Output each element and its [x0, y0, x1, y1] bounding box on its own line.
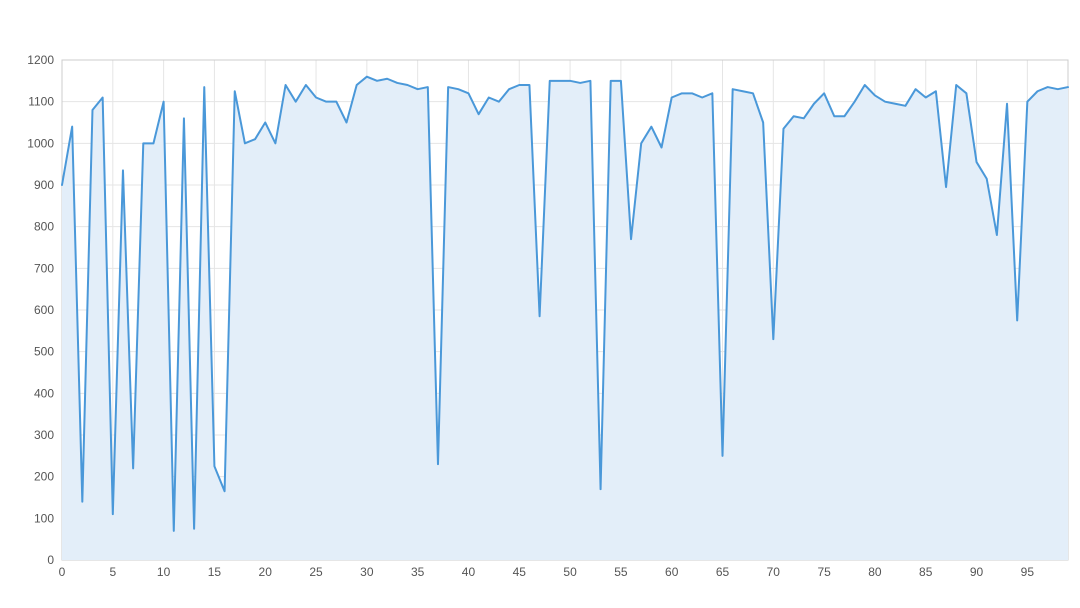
- svg-text:500: 500: [34, 345, 54, 359]
- svg-text:100: 100: [34, 511, 54, 525]
- svg-text:80: 80: [868, 565, 882, 579]
- svg-text:60: 60: [665, 565, 679, 579]
- chart-plot: 0100200300400500600700800900100011001200…: [0, 0, 1080, 608]
- svg-text:85: 85: [919, 565, 933, 579]
- chart-container: LoadTestToolbox by ecoAPM Nailgun http:/…: [0, 0, 1080, 608]
- svg-text:65: 65: [716, 565, 730, 579]
- svg-text:1000: 1000: [27, 136, 54, 150]
- svg-text:15: 15: [208, 565, 222, 579]
- svg-text:1100: 1100: [28, 95, 54, 109]
- svg-text:50: 50: [563, 565, 577, 579]
- svg-text:25: 25: [309, 565, 323, 579]
- svg-text:10: 10: [157, 565, 171, 579]
- svg-text:400: 400: [34, 386, 54, 400]
- svg-text:40: 40: [462, 565, 476, 579]
- svg-text:70: 70: [767, 565, 781, 579]
- svg-text:75: 75: [817, 565, 831, 579]
- svg-text:200: 200: [34, 470, 54, 484]
- svg-text:1200: 1200: [27, 53, 54, 67]
- svg-text:35: 35: [411, 565, 425, 579]
- svg-text:600: 600: [34, 303, 54, 317]
- svg-text:900: 900: [34, 178, 54, 192]
- svg-text:300: 300: [34, 428, 54, 442]
- svg-text:20: 20: [259, 565, 273, 579]
- svg-text:700: 700: [34, 261, 54, 275]
- svg-text:30: 30: [360, 565, 374, 579]
- svg-text:5: 5: [109, 565, 116, 579]
- svg-text:800: 800: [34, 220, 54, 234]
- svg-text:55: 55: [614, 565, 628, 579]
- svg-text:95: 95: [1021, 565, 1035, 579]
- svg-text:0: 0: [59, 565, 66, 579]
- svg-text:45: 45: [513, 565, 527, 579]
- svg-text:90: 90: [970, 565, 984, 579]
- svg-text:0: 0: [47, 553, 54, 567]
